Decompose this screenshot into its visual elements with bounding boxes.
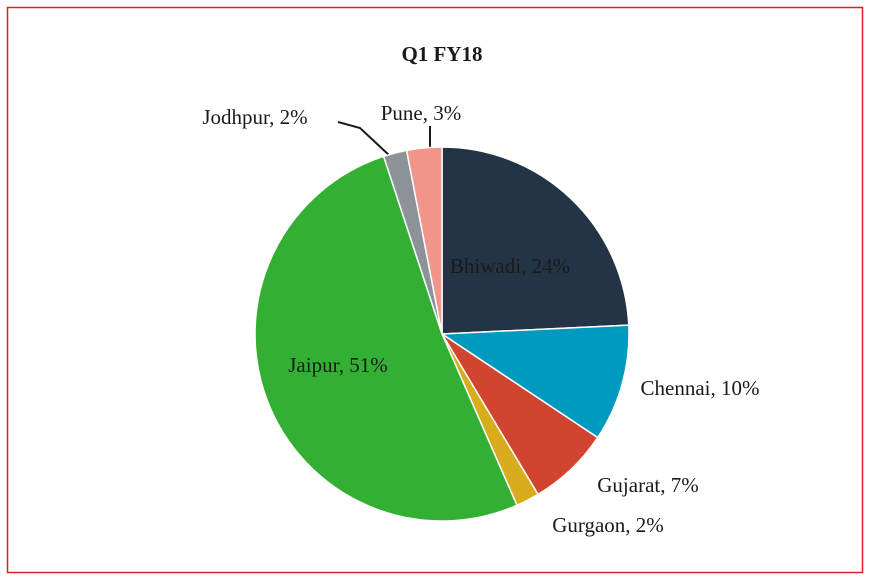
pie-slice [254,155,518,522]
label-value: 7% [671,473,699,497]
label-category: Chennai [641,376,711,400]
label-value: 2% [280,105,308,129]
label-category: Jaipur [288,353,339,377]
label-category: Jodhpur [202,105,270,129]
label-value: 3% [433,101,461,125]
label-category: Gurgaon [552,513,626,537]
data-label: Jodhpur, 2% [202,105,307,129]
pie-slice [405,146,443,335]
label-value: 10% [721,376,760,400]
label-value: 2% [636,513,664,537]
label-category: Bhiwadi [450,254,521,278]
label-value: 51% [349,353,388,377]
label-separator: , [660,473,671,497]
label-separator: , [521,254,532,278]
label-separator: , [269,105,280,129]
data-label: Bhiwadi, 24% [450,254,570,278]
pie-slice [439,324,630,439]
label-category: Pune [381,101,423,125]
pie-slice [441,146,630,335]
label-separator: , [423,101,434,125]
chart-title: Q1 FY18 [401,42,482,66]
data-label: Gurgaon, 2% [552,513,664,537]
label-separator: , [625,513,636,537]
data-label: Chennai, 10% [641,376,760,400]
leader-line [337,121,391,157]
label-separator: , [339,353,350,377]
label-category: Gujarat [597,473,660,497]
label-value: 24% [532,254,571,278]
data-label: Jaipur, 51% [288,353,387,377]
label-separator: , [710,376,721,400]
data-label: Pune, 3% [381,101,462,125]
data-label: Gujarat, 7% [597,473,698,497]
